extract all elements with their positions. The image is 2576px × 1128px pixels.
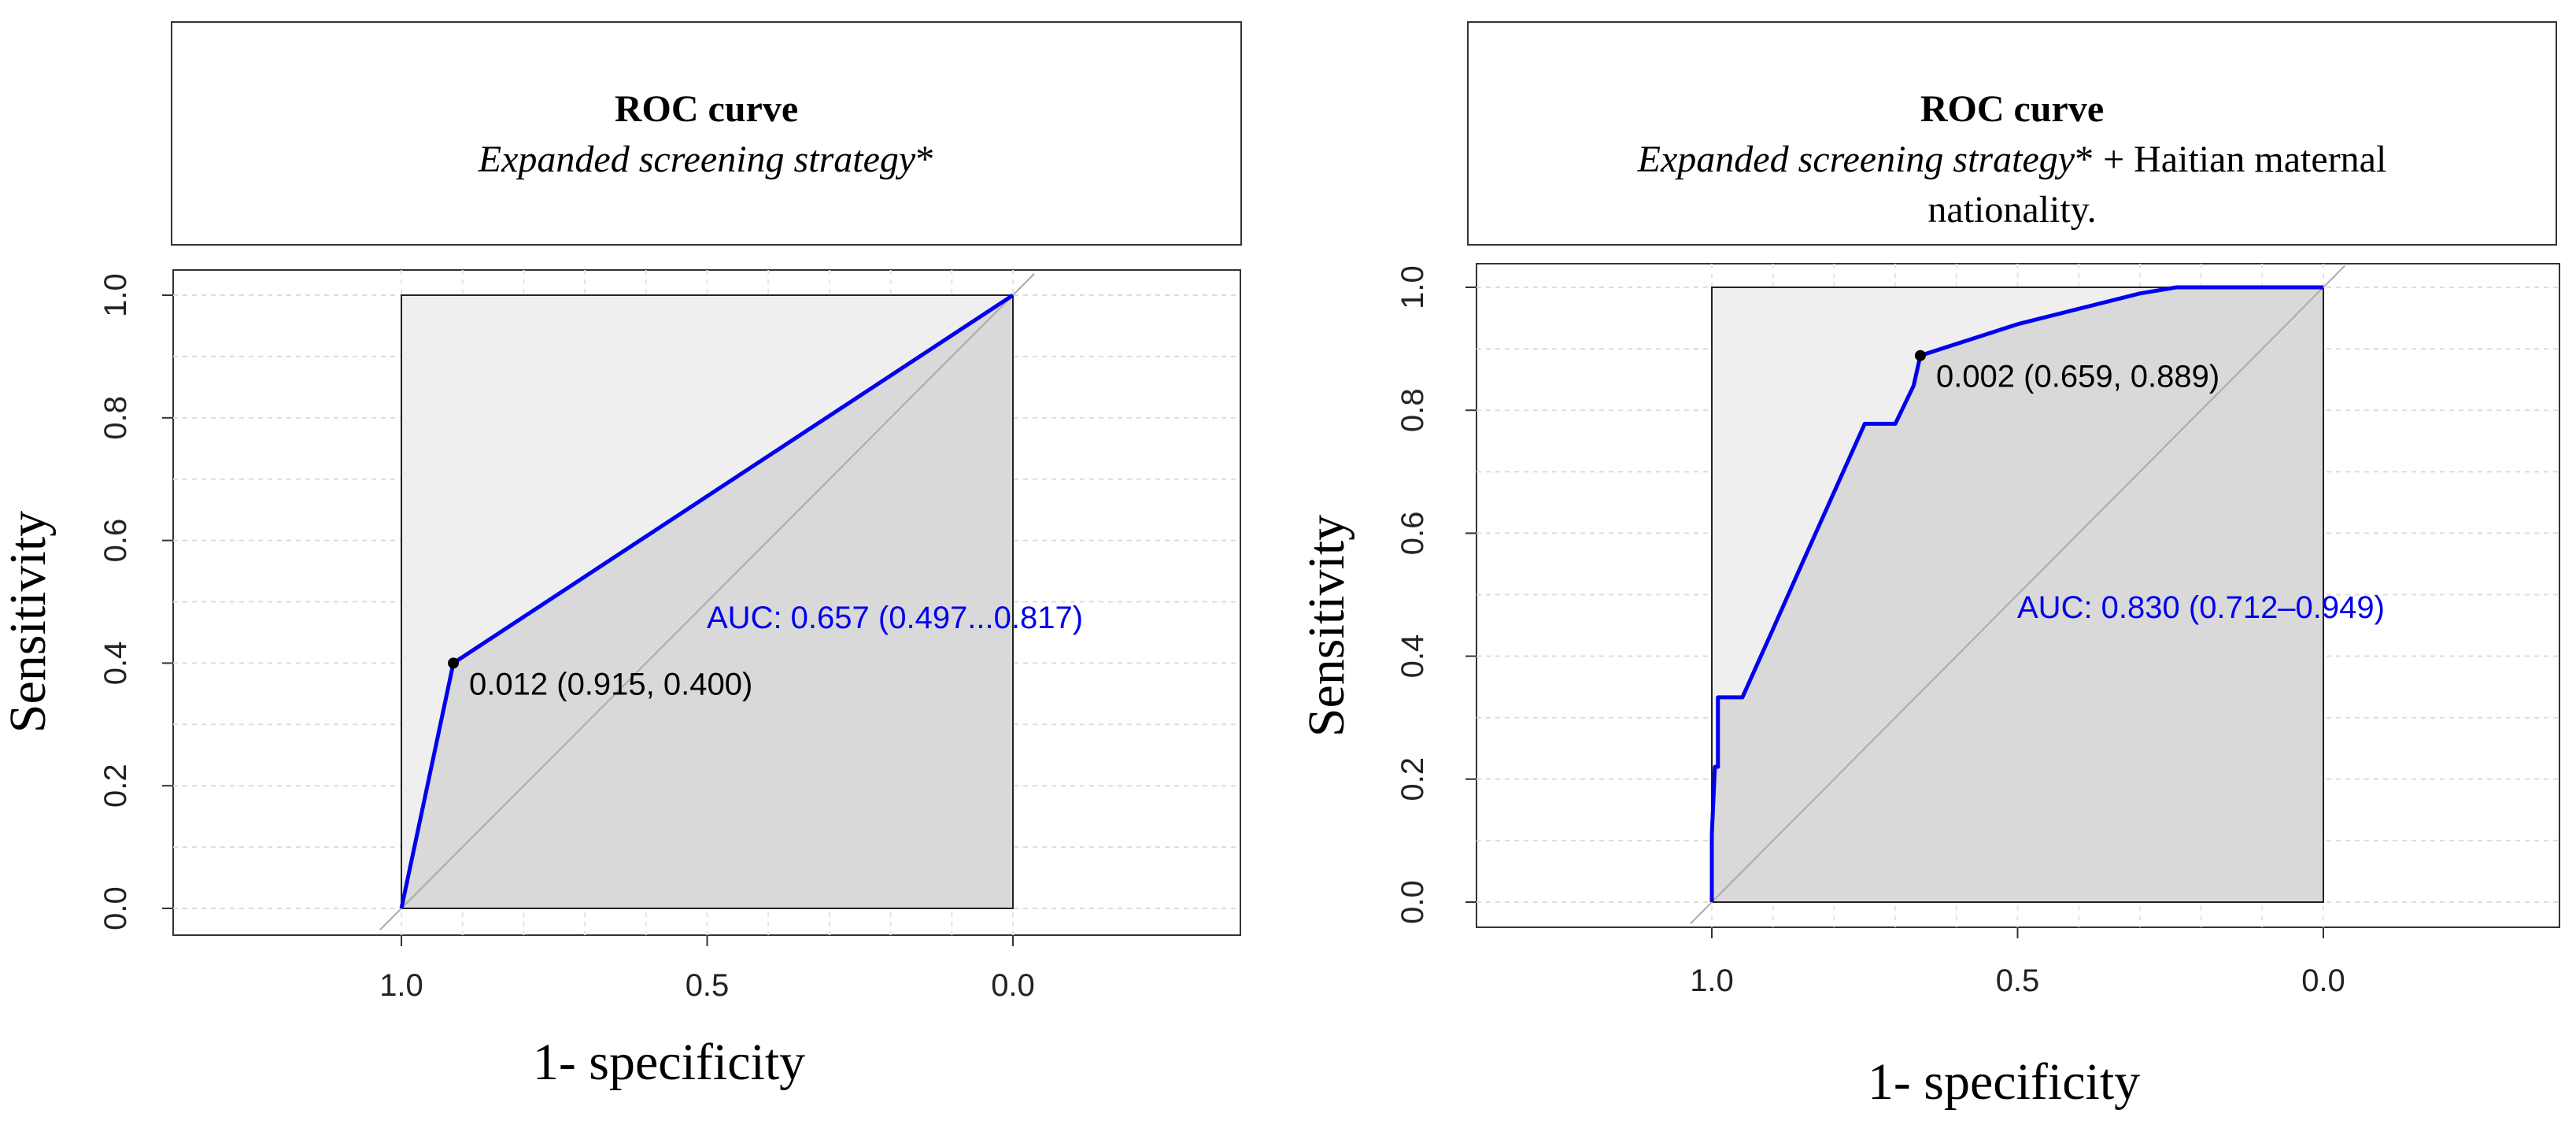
chart-1-x-tick-label: 1.0 (379, 968, 423, 1003)
chart-2-best-point (1914, 349, 1926, 361)
chart-1-subtitle-mark: * (915, 139, 935, 180)
chart-2-diagonal-line (1690, 264, 2345, 925)
chart-1-y-tick-label: 0.8 (98, 396, 133, 440)
chart-1-y-tick-label: 0.2 (98, 764, 133, 808)
chart-2-y-tick-label: 0.8 (1395, 388, 1430, 432)
chart-2-best-point-label: 0.002 (0.659, 0.889) (1936, 360, 2219, 394)
chart-1-title-box: ROC curve Expanded screening strategy* (171, 21, 1242, 246)
chart-2-subtitle: Expanded screening strategy* + Haitian m… (1469, 135, 2556, 185)
chart-1-y-tick-label: 0.6 (98, 519, 133, 563)
chart-1-x-tick-label: 0.0 (991, 968, 1035, 1003)
chart-2-x-tick-label: 0.0 (2301, 963, 2345, 998)
chart-1-unit-square-border (401, 294, 1014, 909)
chart-1-diagonal-line (379, 273, 1035, 930)
chart-2-y-tick-label: 0.6 (1395, 512, 1430, 556)
chart-1-y-tick-label: 0.4 (98, 642, 133, 686)
chart-2-x-tick-label: 1.0 (1690, 963, 1734, 998)
chart-1-best-point (448, 657, 460, 669)
chart-2-y-tick-label: 0.0 (1395, 880, 1430, 924)
chart-2-subtitle-mark: * (2075, 139, 2094, 180)
chart-2-subtitle-extra: + Haitian maternal (2094, 139, 2387, 180)
chart-2-y-tick-label: 0.4 (1395, 634, 1430, 679)
chart-1-y-axis-label: Sensitivity (0, 511, 57, 733)
chart-1-y-tick-label: 1.0 (98, 273, 133, 317)
chart-1-subtitle: Expanded screening strategy* (172, 135, 1240, 185)
chart-2-x-tick-label: 0.5 (1996, 963, 2040, 998)
chart-1-x-tick-label: 0.5 (686, 968, 730, 1003)
chart-1-title: ROC curve (614, 88, 799, 130)
chart-2-y-axis-label: Sensitivity (1298, 515, 1355, 737)
chart-2-x-axis-label: 1- specificity (1868, 1053, 2140, 1111)
chart-1-subtitle-italic: Expanded screening strategy (478, 139, 916, 180)
chart-1-auc-label: AUC: 0.657 (0.497...0.817) (707, 601, 1083, 635)
chart-2-unit-square-border (1711, 287, 2324, 903)
chart-2-y-tick-label: 1.0 (1395, 265, 1430, 309)
chart-1-best-point-label: 0.012 (0.915, 0.400) (469, 667, 752, 701)
chart-2-y-tick-label: 0.2 (1395, 757, 1430, 801)
chart-2-roc-line (1709, 285, 2323, 902)
chart-2-title: ROC curve (1920, 88, 2105, 130)
chart-1-x-axis-label: 1- specificity (533, 1034, 805, 1091)
chart-1-y-tick-label: 0.0 (98, 886, 133, 930)
chart-2-subtitle-line2: nationality. (1927, 189, 2097, 231)
chart-2-subtitle-italic: Expanded screening strategy (1637, 139, 2075, 180)
chart-2-title-box: ROC curve Expanded screening strategy* +… (1467, 21, 2557, 246)
chart-2-auc-label: AUC: 0.830 (0.712–0.949) (2017, 590, 2385, 625)
